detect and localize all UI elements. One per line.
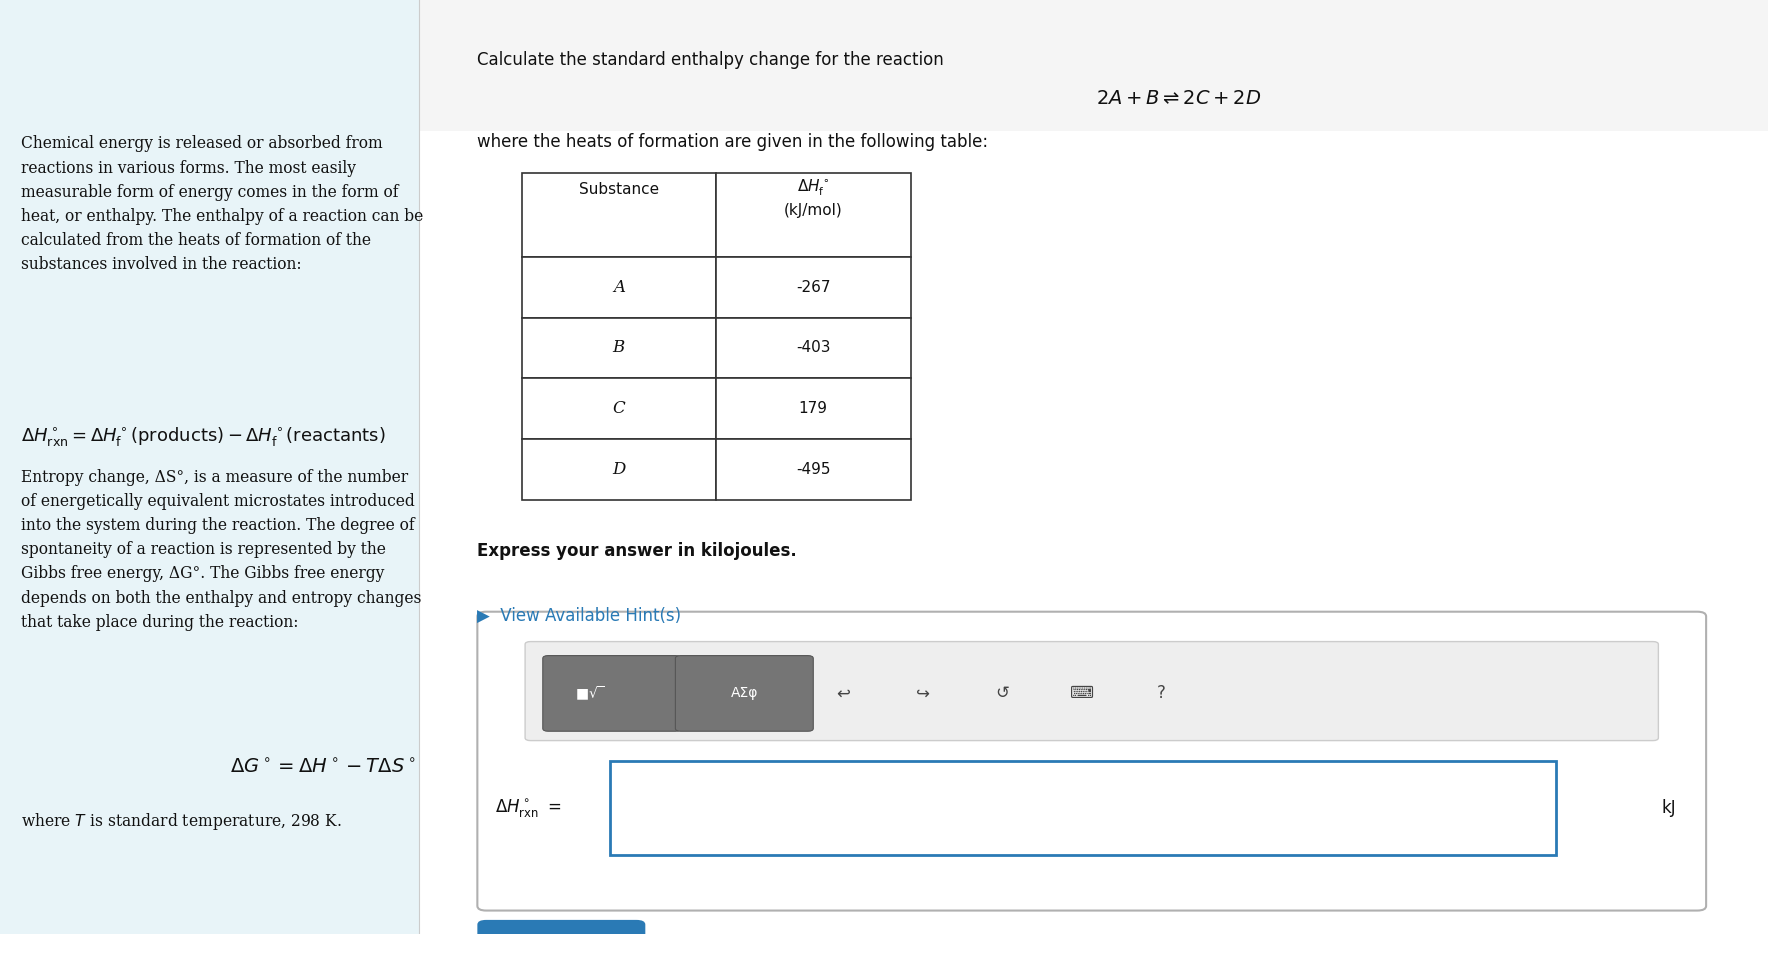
Text: C: C <box>612 400 626 417</box>
Text: ↺: ↺ <box>995 684 1010 702</box>
Text: A: A <box>613 279 624 296</box>
Bar <box>610 761 1556 855</box>
Text: Submit: Submit <box>529 947 594 958</box>
Text: $\Delta H^\circ_\mathrm{rxn}\ =$: $\Delta H^\circ_\mathrm{rxn}\ =$ <box>495 797 560 819</box>
Text: Express your answer in kilojoules.: Express your answer in kilojoules. <box>477 541 797 559</box>
Text: $\blacksquare\sqrt{\,}$: $\blacksquare\sqrt{\,}$ <box>575 684 605 702</box>
FancyBboxPatch shape <box>675 655 813 731</box>
Bar <box>522 317 716 378</box>
Text: Entropy change, ΔS°, is a measure of the number
of energetically equivalent micr: Entropy change, ΔS°, is a measure of the… <box>21 468 421 630</box>
Bar <box>716 439 911 500</box>
Text: $\Delta G^\circ = \Delta H^\circ - T\Delta S^\circ$: $\Delta G^\circ = \Delta H^\circ - T\Del… <box>230 759 415 778</box>
Text: Calculate the standard enthalpy change for the reaction: Calculate the standard enthalpy change f… <box>477 52 944 69</box>
Text: Substance: Substance <box>578 182 659 197</box>
FancyBboxPatch shape <box>543 655 681 731</box>
Bar <box>716 378 911 439</box>
Text: B: B <box>613 339 624 356</box>
Text: D: D <box>612 461 626 478</box>
Text: $2A + B \rightleftharpoons 2C + 2D$: $2A + B \rightleftharpoons 2C + 2D$ <box>1096 89 1262 107</box>
Text: AΣφ: AΣφ <box>730 687 758 700</box>
Bar <box>522 378 716 439</box>
Text: ?: ? <box>1156 684 1167 702</box>
Bar <box>522 172 716 257</box>
FancyBboxPatch shape <box>525 642 1658 741</box>
Bar <box>522 439 716 500</box>
Text: where the heats of formation are given in the following table:: where the heats of formation are given i… <box>477 132 988 150</box>
Text: ⌨: ⌨ <box>1070 684 1094 702</box>
Text: -267: -267 <box>796 280 831 295</box>
FancyBboxPatch shape <box>477 920 645 958</box>
FancyBboxPatch shape <box>419 0 1768 130</box>
Text: kJ: kJ <box>1662 799 1676 817</box>
FancyBboxPatch shape <box>0 0 419 934</box>
Text: ▶  View Available Hint(s): ▶ View Available Hint(s) <box>477 607 681 625</box>
Text: ↪: ↪ <box>916 684 930 702</box>
Text: where $T$ is standard temperature, 298 K.: where $T$ is standard temperature, 298 K… <box>21 810 341 832</box>
Bar <box>716 317 911 378</box>
Text: -495: -495 <box>796 462 831 477</box>
Bar <box>716 172 911 257</box>
Bar <box>522 257 716 317</box>
Text: ↩: ↩ <box>836 684 850 702</box>
Text: $\Delta H^\circ_\mathrm{f}$
(kJ/mol): $\Delta H^\circ_\mathrm{f}$ (kJ/mol) <box>783 177 843 217</box>
FancyBboxPatch shape <box>477 612 1706 910</box>
Bar <box>716 257 911 317</box>
Text: Chemical energy is released or absorbed from
reactions in various forms. The mos: Chemical energy is released or absorbed … <box>21 135 424 273</box>
Text: -403: -403 <box>796 340 831 355</box>
Text: 179: 179 <box>799 401 827 416</box>
Text: $\Delta H^\circ_\mathrm{rxn} = \Delta H^\circ_\mathrm{f}(\mathrm{products}) - \D: $\Delta H^\circ_\mathrm{rxn} = \Delta H^… <box>21 425 385 448</box>
